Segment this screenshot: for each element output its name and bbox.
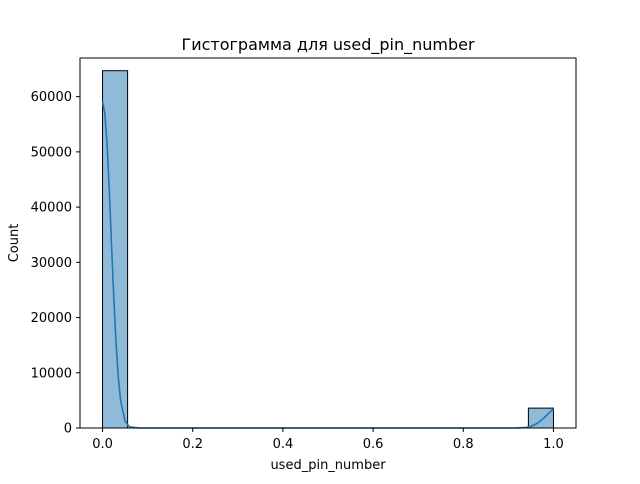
bars-layer	[102, 70, 554, 429]
chart-title: Гистограмма для used_pin_number	[181, 35, 475, 55]
x-tick-label: 1.0	[543, 437, 564, 452]
y-tick-label: 30000	[31, 256, 72, 271]
x-axis-label: used_pin_number	[270, 458, 386, 473]
plot-area-frame	[79, 57, 577, 429]
y-tick-label: 0	[64, 422, 72, 437]
y-tick-label: 50000	[31, 145, 72, 160]
y-tick-label: 40000	[31, 201, 72, 216]
kde-curve	[101, 101, 555, 429]
x-tick-label: 0.8	[453, 437, 474, 452]
x-tick-label: 0.6	[363, 437, 384, 452]
y-tick-label: 60000	[31, 90, 72, 105]
y-tick-label: 20000	[31, 311, 72, 326]
x-axis-ticks: 0.0 0.2 0.4 0.6 0.8 1.0	[92, 428, 564, 452]
kde-layer	[101, 101, 555, 429]
y-tick-label: 10000	[31, 366, 72, 381]
y-axis-ticks: 0 10000 20000 30000 40000 50000 60000	[31, 90, 80, 437]
x-tick-label: 0.4	[273, 437, 294, 452]
y-axis-label: Count	[7, 224, 22, 263]
x-tick-label: 0.0	[92, 437, 113, 452]
x-tick-label: 0.2	[182, 437, 203, 452]
